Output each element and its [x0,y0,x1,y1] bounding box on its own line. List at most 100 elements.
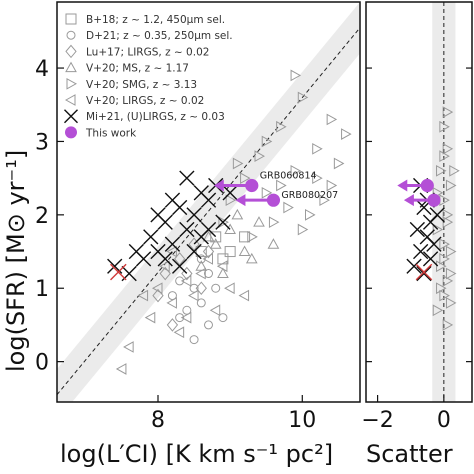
data-point [247,231,258,243]
scatter-data-marks [397,106,460,331]
legend-entry: Lu+17; LIRGS, z ~ 0.02 [65,44,209,59]
legend-marker [65,61,77,73]
legend-entry: This work [65,126,137,139]
data-point [143,229,159,245]
data-point [276,179,287,192]
data-point [115,363,127,375]
main-xlabel: log(L′CI) [K km s⁻¹ pc²] [60,440,333,468]
data-point [189,283,199,293]
legend-label: V+20; LIRGS, z ~ 0.02 [86,95,204,107]
data-point [312,172,323,184]
data-point [195,281,207,296]
data-point [211,283,221,293]
scatter-x-point [409,221,425,238]
scatter-x-point [413,243,429,260]
data-point [159,266,171,281]
data-point [196,254,206,264]
legend-entry: Mi+21, (U)LIRGS, z ~ 0.03 [64,109,225,124]
legend-label: This work [85,127,137,139]
legend-entry: V+20; MS, z ~ 1.17 [65,61,189,75]
scatter-point [442,319,454,331]
main-relation-band [57,2,360,402]
scatter-panel: −2 0 [361,1,473,433]
scatter-point [442,216,454,229]
data-point [166,245,177,258]
y-tick-label: 3 [35,130,49,155]
data-point [164,236,181,252]
data-point [137,289,149,302]
data-point [209,238,222,249]
data-point [128,243,145,260]
series-diamond [152,237,215,332]
data-point [290,164,302,177]
y-tick-label: 4 [35,57,49,82]
data-point [182,305,192,315]
scatter-zero-band [432,2,456,402]
data-point [171,258,188,274]
main-ticks: 8 10 0 1 2 3 4 [35,57,472,433]
legend-marker [65,44,77,59]
ylabel: log(SFR) [M⊙ yr⁻¹] [2,150,30,372]
scatter-point [442,208,454,221]
legend-marker [65,13,77,25]
scatter-x-point [429,207,445,223]
annotation-grb060814: GRB060814 [260,170,317,181]
scatter-this-work-point [403,193,441,207]
legend: B+18; z ~ 1.2, 450μm sel. D+21; z ~ 0.35,… [64,13,233,139]
data-point [186,207,202,223]
data-point [333,157,345,170]
data-point [204,320,213,330]
data-point [218,216,229,229]
data-point [166,297,177,309]
data-point [186,243,202,260]
this-work-point [213,178,259,193]
scatter-point [436,164,447,177]
data-point [326,113,338,126]
legend-label: Mi+21, (U)LIRGS, z ~ 0.03 [86,111,225,123]
legend-label: Lu+17; LIRGS, z ~ 0.02 [86,46,209,58]
data-point [231,208,244,220]
y-tick-label: 2 [35,204,49,229]
legend-marker [64,94,76,106]
data-point [202,244,215,259]
data-point [225,194,237,207]
data-point [217,267,229,279]
data-point [239,231,251,243]
data-point [276,120,287,133]
data-point [209,304,221,317]
scatter-point [436,282,447,295]
scatter-point [439,120,450,133]
data-point [326,179,338,192]
data-point [238,289,250,302]
scatter-point [442,142,454,155]
scatter-x-point [416,265,432,282]
this-work-marker [266,193,281,207]
this-work-marker [427,193,441,207]
data-point [157,251,173,267]
data-point [179,221,195,238]
data-point [210,231,222,243]
y-tick-label: 0 [35,351,49,376]
arrow-head [213,179,224,192]
legend-label: V+20; MS, z ~ 1.17 [86,63,189,75]
scatter-x-point [426,236,442,252]
legend-marker [64,109,78,124]
data-point [181,266,193,281]
data-point [173,326,185,339]
data-point [173,252,186,266]
data-point [123,341,134,353]
scatter-point [439,238,450,251]
data-point [217,253,229,265]
data-point [319,194,330,207]
data-point [238,245,251,257]
data-point [245,252,258,264]
data-point [261,186,273,199]
main-data-marks [107,69,352,375]
this-work-annotations: GRB060814 GRB080207 [260,170,338,201]
x-tick-label: 10 [288,408,316,433]
this-work-point [235,193,281,207]
data-point [254,150,266,162]
main-axes-frame [56,1,361,403]
scatter-point [445,297,457,309]
data-point [224,282,235,295]
